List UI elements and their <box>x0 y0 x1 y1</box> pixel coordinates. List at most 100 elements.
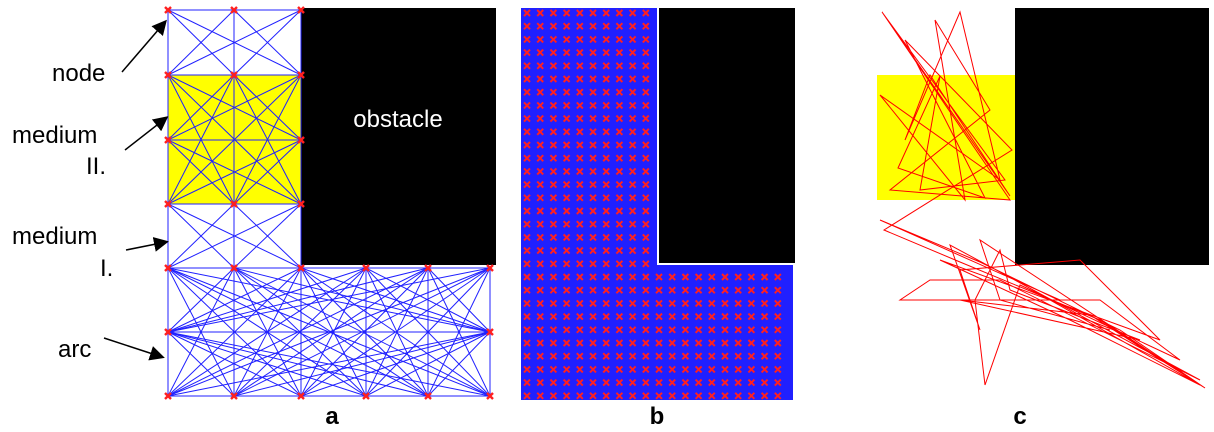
node-marker <box>642 246 650 255</box>
node-marker <box>486 264 494 272</box>
node-marker <box>589 194 597 202</box>
node-marker <box>615 114 624 123</box>
node-marker <box>681 286 690 294</box>
node-marker <box>576 286 584 294</box>
node-marker <box>589 9 597 17</box>
node-marker <box>523 35 531 44</box>
node-marker <box>681 365 690 374</box>
node-marker <box>602 154 610 162</box>
node-marker <box>694 286 703 294</box>
node-marker <box>230 6 238 14</box>
node-marker <box>602 194 610 202</box>
node-marker <box>615 167 624 176</box>
node-marker <box>576 392 584 400</box>
node-marker <box>774 273 782 281</box>
node-marker <box>602 312 610 321</box>
node-marker <box>576 128 584 136</box>
node-marker <box>589 378 597 387</box>
node-marker <box>576 88 584 96</box>
node-marker <box>562 101 571 110</box>
node-marker <box>628 273 637 281</box>
node-marker <box>576 48 584 57</box>
arc-line <box>233 267 429 397</box>
node-marker <box>536 339 544 347</box>
node-marker <box>721 286 729 294</box>
node-marker <box>549 365 558 374</box>
node-marker <box>523 352 531 360</box>
node-marker <box>721 273 729 281</box>
node-marker <box>615 246 624 255</box>
node-marker <box>523 273 531 281</box>
node-marker <box>549 9 558 17</box>
node-marker <box>589 48 597 57</box>
node-marker <box>615 220 624 228</box>
node-marker <box>562 299 571 308</box>
node-marker <box>615 207 624 215</box>
node-marker <box>589 233 597 242</box>
node-marker <box>562 207 571 215</box>
node-marker <box>576 194 584 202</box>
node-marker <box>523 48 531 57</box>
node-marker <box>642 365 650 374</box>
node-marker <box>523 207 531 215</box>
node-marker <box>747 312 756 321</box>
node-marker <box>562 326 571 334</box>
arc-line <box>233 74 302 205</box>
node-marker <box>362 264 370 272</box>
node-marker <box>536 233 544 242</box>
node-marker <box>708 273 716 281</box>
node-marker <box>164 392 172 400</box>
node-marker <box>642 220 650 228</box>
node-marker <box>549 233 558 242</box>
node-marker <box>523 326 531 334</box>
node-marker <box>562 194 571 202</box>
node-marker <box>642 114 650 123</box>
node-marker <box>536 326 544 334</box>
node-marker <box>536 35 544 44</box>
node-marker <box>760 312 769 321</box>
node-marker <box>628 48 637 57</box>
node-marker <box>628 352 637 360</box>
node-marker <box>523 141 531 149</box>
node-marker <box>562 365 571 374</box>
node-marker <box>549 114 558 123</box>
arrow-node <box>121 19 167 73</box>
node-marker <box>760 378 769 387</box>
node-marker <box>668 365 676 374</box>
node-marker <box>615 260 624 268</box>
node-marker <box>668 339 676 347</box>
node-marker <box>642 378 650 387</box>
node-marker <box>523 75 531 83</box>
node-marker <box>297 264 305 272</box>
node-marker <box>523 392 531 400</box>
node-marker <box>628 220 637 228</box>
node-marker <box>523 114 531 123</box>
node-marker <box>562 378 571 387</box>
panel-b-nodes <box>523 9 782 400</box>
node-marker <box>576 378 584 387</box>
node-marker <box>523 101 531 110</box>
node-marker <box>576 75 584 83</box>
node-marker <box>562 246 571 255</box>
node-marker <box>734 339 742 347</box>
node-marker <box>628 35 637 44</box>
node-marker <box>562 260 571 268</box>
arc-line <box>233 267 491 333</box>
node-marker <box>523 167 531 176</box>
node-marker <box>562 220 571 228</box>
node-marker <box>536 286 544 294</box>
node-marker <box>708 312 716 321</box>
node-marker <box>628 207 637 215</box>
node-marker <box>642 75 650 83</box>
node-marker <box>576 101 584 110</box>
node-marker <box>628 378 637 387</box>
arrow-medium-i <box>125 236 169 252</box>
node-marker <box>589 101 597 110</box>
node-marker <box>774 339 782 347</box>
node-marker <box>642 88 650 96</box>
node-marker <box>536 194 544 202</box>
node-marker <box>774 299 782 308</box>
node-marker <box>536 48 544 57</box>
node-marker <box>549 378 558 387</box>
caption-b: b <box>650 403 665 430</box>
